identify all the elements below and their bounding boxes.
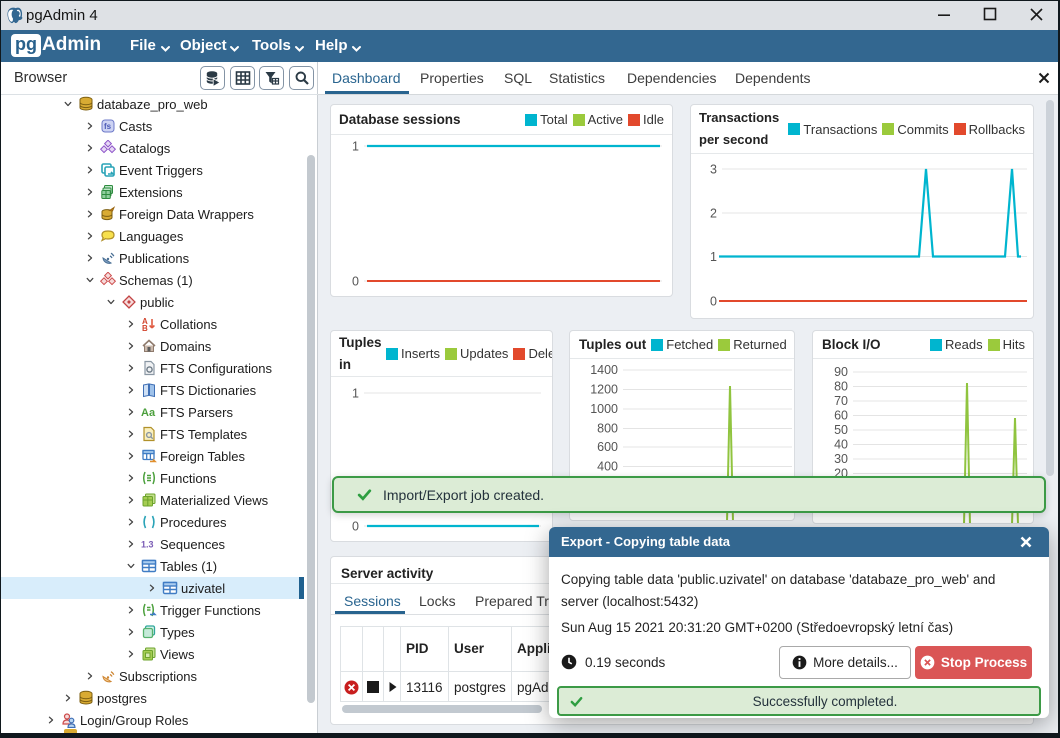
svg-text:0: 0: [710, 295, 717, 309]
svg-text:1200: 1200: [590, 383, 618, 397]
svg-text:1: 1: [710, 250, 717, 264]
svg-text:0: 0: [352, 520, 359, 534]
svg-text:600: 600: [597, 440, 618, 454]
svg-text:40: 40: [834, 438, 848, 452]
svg-text:1: 1: [352, 140, 359, 154]
svg-text:2: 2: [710, 207, 717, 221]
svg-text:50: 50: [834, 423, 848, 437]
svg-text:800: 800: [597, 422, 618, 436]
svg-text:80: 80: [834, 380, 848, 394]
svg-text:1: 1: [352, 387, 359, 401]
svg-text:60: 60: [834, 409, 848, 423]
svg-text:90: 90: [834, 365, 848, 379]
svg-text:3: 3: [710, 163, 717, 177]
svg-text:1400: 1400: [590, 363, 618, 377]
svg-text:400: 400: [597, 460, 618, 474]
svg-text:0: 0: [352, 275, 359, 289]
svg-text:70: 70: [834, 394, 848, 408]
svg-text:1000: 1000: [590, 402, 618, 416]
svg-text:30: 30: [834, 452, 848, 466]
